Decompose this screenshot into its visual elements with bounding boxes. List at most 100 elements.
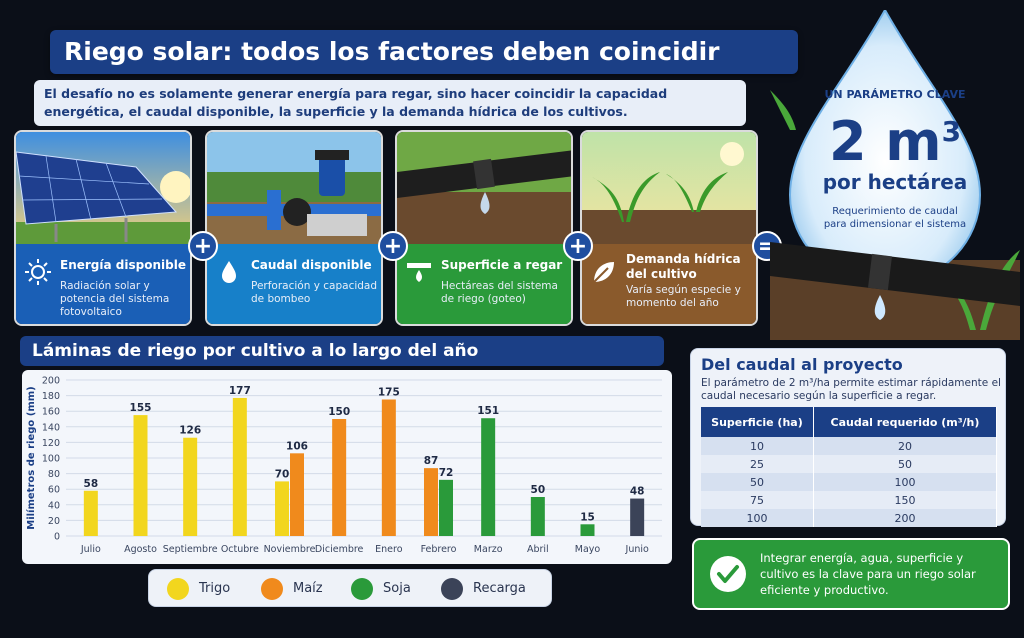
chart-legend: Trigo Maíz Soja Recarga (148, 569, 552, 607)
bar-trigo (133, 415, 148, 536)
x-tick-label: Octubre (221, 544, 259, 555)
data-label: 150 (328, 406, 350, 418)
data-label: 151 (477, 405, 499, 417)
panel-flow-desc: Perforación y capacidad de bombeo (251, 280, 378, 305)
key-parameter-label: UN PARÁMETRO CLAVE (824, 88, 966, 101)
legend-label: Trigo (199, 581, 231, 596)
chart-svg: 0 20 40 60 80 100 120 140 160 180 200 Milímetros de… (25, 376, 662, 555)
flow-table-panel: Del caudal al proyecto El parámetro de 2… (690, 348, 1006, 527)
panel-flow-title: Caudal disponible (251, 258, 372, 272)
table-row: 75 150 (701, 491, 998, 509)
data-label: 177 (229, 385, 251, 397)
key-parameter-unit: por hectárea (822, 170, 968, 194)
y-tick-label: 80 (48, 469, 60, 480)
table-row: 25 50 (701, 455, 998, 473)
data-label: 175 (378, 387, 400, 399)
table-cell-surface: 75 (701, 491, 814, 509)
flow-table: Superficie (ha) Caudal requerido (m³/h) … (701, 407, 998, 527)
table-panel-title: Del caudal al proyecto (701, 355, 903, 374)
panel-flow: Caudal disponible Perforación y capacida… (205, 130, 383, 326)
bar-trigo (275, 481, 289, 536)
crop-field-photo (582, 132, 756, 244)
panel-surface-desc: Hectáreas del sistema de riego (goteo) (441, 280, 558, 305)
y-tick-label: 0 (54, 532, 60, 543)
legend-swatch (441, 578, 463, 600)
x-tick-label: Junio (625, 544, 649, 555)
table-cell-flow: 50 (813, 455, 998, 473)
bar-maíz (332, 419, 347, 536)
x-tick-label: Diciembre (315, 544, 364, 555)
panel-crop-demand-title: Demanda hídrica del cultivo (626, 252, 741, 281)
data-label: 70 (275, 468, 290, 480)
conclusion-text: Integrar energía, agua, superficie y cul… (760, 551, 976, 597)
plus-operator: + (563, 231, 593, 261)
legend-swatch (261, 578, 283, 600)
sun-icon (24, 258, 52, 286)
data-label: 72 (439, 467, 454, 479)
drip-icon (405, 258, 433, 286)
bar-maíz (290, 453, 304, 536)
data-label: 87 (424, 455, 439, 467)
legend-swatch (167, 578, 189, 600)
x-tick-label: Marzo (474, 544, 503, 555)
x-tick-label: Febrero (421, 544, 457, 555)
plus-operator: + (378, 231, 408, 261)
table-header-flow: Caudal requerido (m³/h) (813, 407, 998, 437)
y-tick-label: 100 (42, 454, 60, 465)
data-label: 126 (179, 425, 201, 437)
table-row: 100 200 (701, 509, 998, 527)
x-tick-label: Noviembre (264, 544, 316, 555)
panel-energy: Energía disponible Radiación solar y pot… (14, 130, 192, 326)
check-circle-icon (708, 554, 748, 594)
x-tick-label: Mayo (575, 544, 601, 555)
table-cell-surface: 25 (701, 455, 814, 473)
y-tick-label: 180 (42, 391, 60, 402)
panel-crop-demand-desc: Varía según especie y momento del año (626, 284, 741, 309)
table-row: 10 20 (701, 437, 998, 455)
page-title: Riego solar: todos los factores deben co… (50, 30, 798, 74)
irrigation-chart: 0 20 40 60 80 100 120 140 160 180 200 Milímetros de… (22, 370, 672, 564)
bar-soja (439, 479, 453, 536)
solar-panels-photo (16, 132, 190, 244)
leaf-icon (590, 258, 618, 286)
key-parameter-value: 2 m3 (828, 110, 962, 173)
data-label: 106 (286, 440, 308, 452)
bar-trigo (232, 397, 247, 536)
x-tick-label: Septiembre (163, 544, 218, 555)
x-tick-label: Agosto (124, 544, 157, 555)
bar-maíz (424, 468, 438, 536)
panel-crop-demand: Demanda hídrica del cultivo Varía según … (580, 130, 758, 326)
table-cell-flow: 150 (813, 491, 998, 509)
x-tick-label: Julio (80, 544, 101, 555)
table-cell-flow: 200 (813, 509, 998, 527)
data-label: 58 (84, 478, 99, 490)
plus-operator: + (188, 231, 218, 261)
bar-recarga (630, 498, 645, 536)
bar-soja (580, 524, 595, 536)
data-label: 50 (531, 484, 546, 496)
data-label: 15 (580, 511, 595, 523)
conclusion-box: Integrar energía, agua, superficie y cul… (692, 538, 1010, 610)
legend-label: Maíz (293, 581, 323, 596)
legend-label: Recarga (473, 581, 526, 596)
table-panel-desc: El parámetro de 2 m³/ha permite estimar … (701, 377, 1001, 402)
y-tick-label: 200 (42, 376, 60, 387)
table-cell-surface: 10 (701, 437, 814, 455)
table-cell-flow: 100 (813, 473, 998, 491)
y-tick-label: 60 (48, 485, 60, 496)
data-label: 48 (630, 486, 645, 498)
table-cell-surface: 100 (701, 509, 814, 527)
y-tick-label: 160 (42, 407, 60, 418)
table-cell-surface: 50 (701, 473, 814, 491)
y-tick-label: 40 (48, 500, 60, 511)
bar-trigo (183, 437, 198, 536)
legend-label: Soja (383, 581, 411, 596)
y-axis-label: Milímetros de riego (mm) (25, 386, 37, 530)
intro-text: El desafío no es solamente generar energ… (34, 80, 746, 126)
x-tick-label: Abril (527, 544, 549, 555)
key-parameter-desc-1: Requerimiento de caudal (832, 206, 958, 217)
y-tick-label: 20 (48, 516, 60, 527)
panel-energy-desc: Radiación solar y potencia del sistema f… (60, 280, 170, 318)
panel-surface-title: Superficie a regar (441, 258, 563, 272)
y-tick-label: 140 (42, 422, 60, 433)
